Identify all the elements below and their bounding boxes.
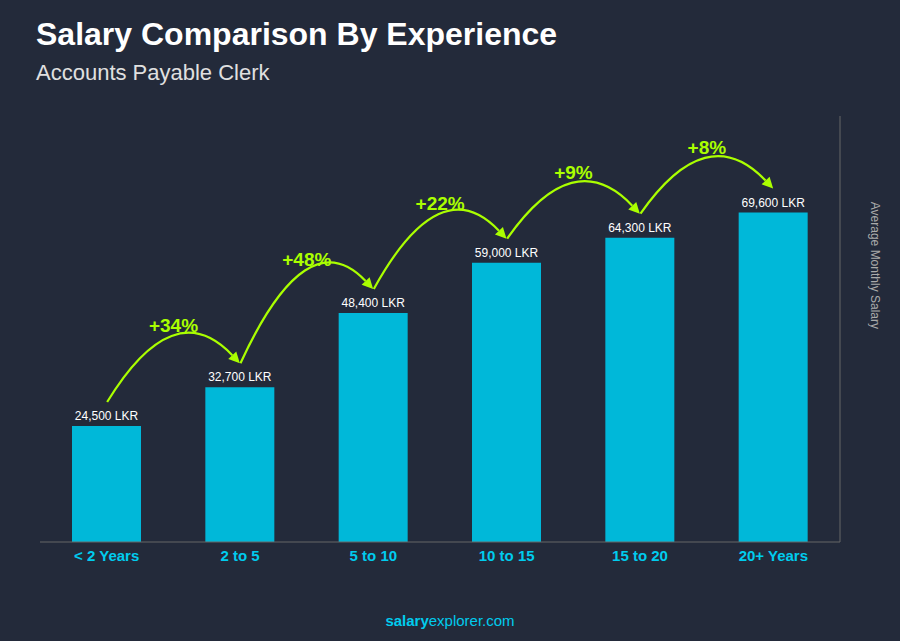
svg-text:+48%: +48% [282,249,331,270]
svg-text:69,600 LKR: 69,600 LKR [741,196,805,210]
svg-text:< 2 Years: < 2 Years [74,547,139,564]
svg-text:32,700 LKR: 32,700 LKR [208,370,272,384]
html-text:Salary Comparison By Experienc: Salary Comparison By Experience [36,16,558,52]
svg-text:5 to 10: 5 to 10 [350,547,398,564]
svg-text:15 to 20: 15 to 20 [612,547,668,564]
html-text:Accounts Payable Clerk: Accounts Payable Clerk [36,60,270,85]
svg-text:20+ Years: 20+ Years [739,547,808,564]
svg-text:59,000 LKR: 59,000 LKR [475,246,539,260]
svg-text:2 to 5: 2 to 5 [220,547,259,564]
svg-text:+8%: +8% [688,137,727,158]
svg-text:Average Monthly Salary: Average Monthly Salary [868,202,882,329]
svg-text:10 to 15: 10 to 15 [479,547,535,564]
html-text:salary explorer.com: salary explorer.com [385,612,515,629]
svg-text:+34%: +34% [149,315,198,336]
svg-text:24,500 LKR: 24,500 LKR [75,409,139,423]
svg-text:+9%: +9% [554,162,593,183]
svg-text:64,300 LKR: 64,300 LKR [608,221,672,235]
svg-text:48,400 LKR: 48,400 LKR [341,296,405,310]
svg-text:+22%: +22% [416,193,465,214]
